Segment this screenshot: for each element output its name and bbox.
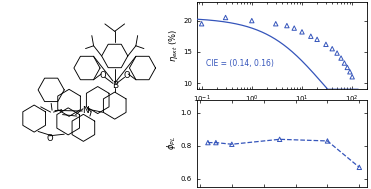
Point <box>325 139 331 143</box>
Point <box>334 52 340 55</box>
X-axis label: Current Density (mA/cm$^2$): Current Density (mA/cm$^2$) <box>234 107 330 119</box>
Point <box>273 22 279 25</box>
Text: B: B <box>112 81 118 90</box>
Point <box>213 141 219 144</box>
Point <box>341 62 347 65</box>
Y-axis label: $\phi_{PL}$: $\phi_{PL}$ <box>165 136 178 150</box>
Y-axis label: $\eta_{ext}$ (%): $\eta_{ext}$ (%) <box>167 29 180 62</box>
Point <box>291 27 297 30</box>
Point <box>357 166 362 169</box>
Point <box>349 75 355 78</box>
Point <box>299 30 305 33</box>
Point <box>308 35 314 38</box>
Point <box>249 19 255 22</box>
Text: O: O <box>47 133 53 143</box>
Point <box>198 22 204 25</box>
Point <box>205 141 211 144</box>
Point <box>284 24 290 27</box>
Text: O: O <box>123 71 130 80</box>
Text: CIE = (0.14, 0.16): CIE = (0.14, 0.16) <box>206 59 273 67</box>
Point <box>223 16 229 19</box>
Point <box>229 143 235 146</box>
Text: O: O <box>100 71 106 80</box>
Point <box>277 138 283 141</box>
Point <box>347 70 353 73</box>
Point <box>314 38 320 41</box>
Point <box>344 66 350 69</box>
Text: N: N <box>82 106 89 115</box>
Point <box>338 57 344 60</box>
Point <box>329 47 335 50</box>
Point <box>323 43 329 46</box>
